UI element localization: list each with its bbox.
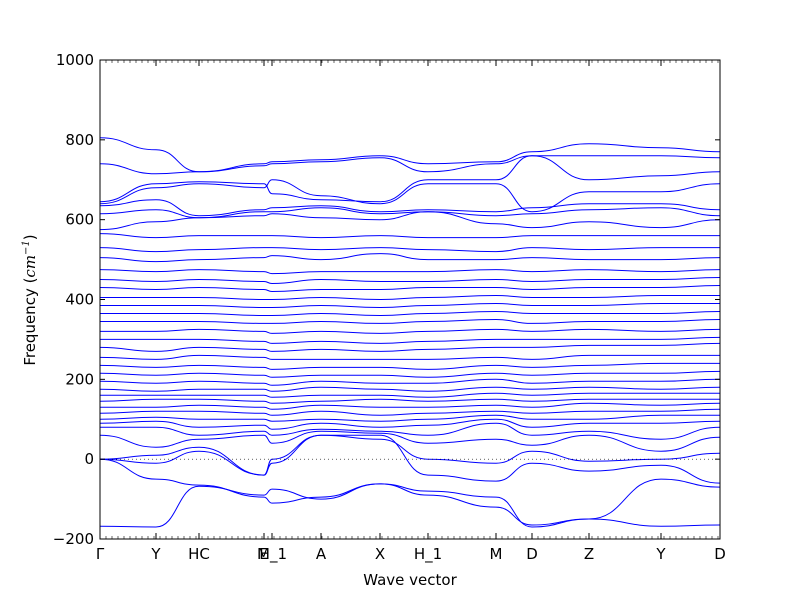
band-line-12 xyxy=(100,392,720,398)
band-line-10 xyxy=(100,402,720,410)
x-tick-label: E xyxy=(259,545,268,563)
band-line-31 xyxy=(100,211,720,231)
x-tick-label: HC xyxy=(188,545,210,563)
band-line-1 xyxy=(100,483,720,528)
band-line-3 xyxy=(100,434,720,484)
band-line-19 xyxy=(100,336,720,344)
band-line-23 xyxy=(100,302,720,309)
x-tick-label: D xyxy=(526,545,538,563)
band-line-35 xyxy=(100,155,720,203)
band-line-8 xyxy=(100,414,720,422)
band-line-16 xyxy=(100,362,720,370)
band-line-22 xyxy=(100,310,720,317)
x-tick-label: M xyxy=(490,545,503,563)
band-line-21 xyxy=(100,318,720,324)
y-tick-label: 400 xyxy=(65,291,94,309)
y-tick-label: 1000 xyxy=(56,51,94,69)
band-line-11 xyxy=(100,398,720,404)
band-line-28 xyxy=(100,253,720,263)
x-ticks: Γ Y HC EM_1 A X H_1 M D Z Y D xyxy=(96,60,726,564)
y-axis-label-unit: cm xyxy=(21,255,39,278)
band-line-24 xyxy=(100,294,720,301)
y-axis-label-exponent: −1 xyxy=(21,240,32,255)
band-line-25 xyxy=(100,285,720,293)
y-axis-label-close: ) xyxy=(21,234,39,240)
series-layer xyxy=(100,137,720,528)
x-tick-label: Y xyxy=(150,545,161,563)
x-tick-label: Y xyxy=(655,545,666,563)
band-line-27 xyxy=(100,269,720,275)
band-line-4 xyxy=(100,434,720,476)
y-tick-label: 600 xyxy=(65,211,94,229)
band-line-29 xyxy=(100,247,720,253)
y-tick-label: 0 xyxy=(84,450,94,468)
y-ticks: −200 0 200 400 600 800 1000 xyxy=(53,51,720,548)
x-tick-label: X xyxy=(375,545,385,563)
y-axis-label-text: Frequency ( xyxy=(21,278,39,366)
y-axis-label: Frequency (cm−1) xyxy=(21,234,39,365)
band-line-7 xyxy=(100,418,720,430)
band-line-2 xyxy=(100,458,720,528)
band-line-32 xyxy=(100,207,720,219)
band-line-5 xyxy=(100,430,720,452)
y-tick-label: −200 xyxy=(53,530,94,548)
band-line-34 xyxy=(100,179,720,213)
x-axis-label: Wave vector xyxy=(363,571,457,589)
y-tick-label: 200 xyxy=(65,370,94,388)
x-tick-label: Z xyxy=(584,545,594,563)
band-line-14 xyxy=(100,378,720,386)
x-tick-label: A xyxy=(316,545,327,563)
minor-ticks xyxy=(99,60,719,539)
x-tick-label: D xyxy=(714,545,726,563)
x-tick-label: H_1 xyxy=(414,545,442,564)
x-tick-label: Γ xyxy=(96,545,105,563)
band-line-15 xyxy=(100,370,720,378)
band-line-13 xyxy=(100,386,720,392)
band-line-18 xyxy=(100,342,720,352)
plot-frame xyxy=(99,59,721,540)
band-line-20 xyxy=(100,328,720,334)
band-line-33 xyxy=(100,199,720,217)
band-line-37 xyxy=(100,137,720,173)
band-line-30 xyxy=(100,233,720,239)
band-line-26 xyxy=(100,277,720,285)
band-line-17 xyxy=(100,354,720,360)
x-tick-label: M_1 xyxy=(257,545,287,564)
band-line-9 xyxy=(100,408,720,416)
band-line-6 xyxy=(100,422,720,440)
y-tick-label: 800 xyxy=(65,131,94,149)
